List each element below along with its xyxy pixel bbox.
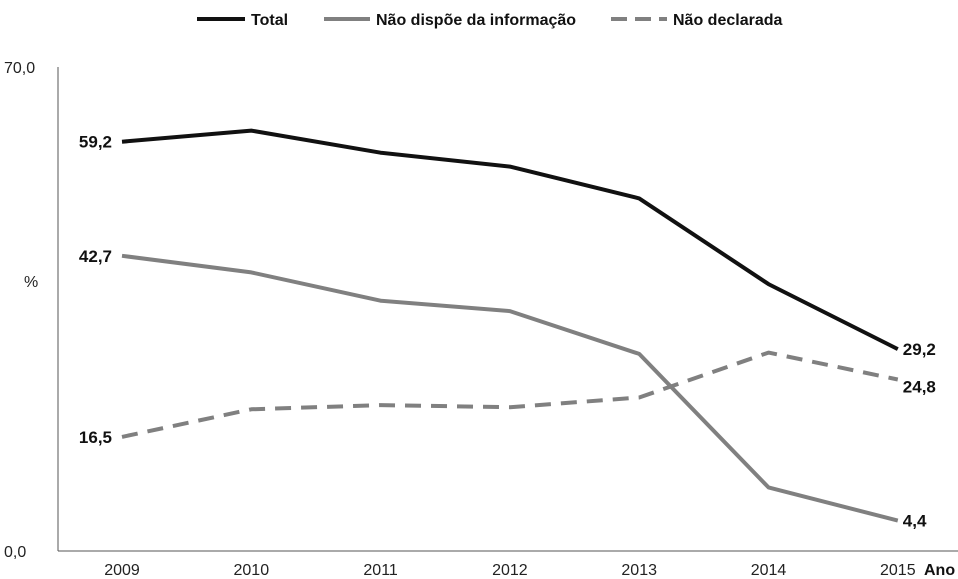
series-line-2 — [121, 253, 899, 523]
data-labels: 59,2 29,2 42,7 4,4 16,5 24,8 — [79, 133, 936, 531]
x-tick-label: 2015 — [880, 562, 916, 579]
x-tick-label: 2014 — [751, 562, 787, 579]
legend-label-2: Não dispõe da informação — [376, 12, 576, 29]
data-label: 24,8 — [903, 378, 936, 397]
x-tick-label: 2011 — [363, 562, 398, 579]
x-tick-label: 2010 — [234, 562, 270, 579]
data-label: 59,2 — [79, 133, 112, 152]
y-axis-title: % — [24, 274, 38, 291]
data-label: 16,5 — [79, 428, 112, 447]
x-axis-title: Ano — [924, 562, 955, 579]
data-label: 29,2 — [903, 340, 936, 359]
y-tick-label: 70,0 — [4, 60, 35, 77]
x-tick-label: 2009 — [104, 562, 140, 579]
series-lines — [121, 128, 899, 523]
chart-legend: Total Não dispõe da informação Não declara… — [197, 12, 782, 29]
y-tick-labels: 70,0 0,0 — [4, 60, 35, 561]
y-tick-label: 0,0 — [4, 544, 26, 561]
series-line-3 — [121, 350, 899, 439]
x-tick-label: 2013 — [621, 562, 657, 579]
x-tick-labels: 2009 2010 2011 2012 2013 2014 2015 — [104, 562, 915, 579]
legend-label-1: Total — [251, 12, 288, 29]
x-tick-label: 2012 — [492, 562, 528, 579]
legend-label-3: Não declarada — [673, 12, 782, 29]
chart-axes: % Ano — [24, 67, 958, 579]
data-label: 4,4 — [903, 512, 927, 531]
data-label: 42,7 — [79, 247, 112, 266]
series-line-1 — [121, 128, 899, 351]
